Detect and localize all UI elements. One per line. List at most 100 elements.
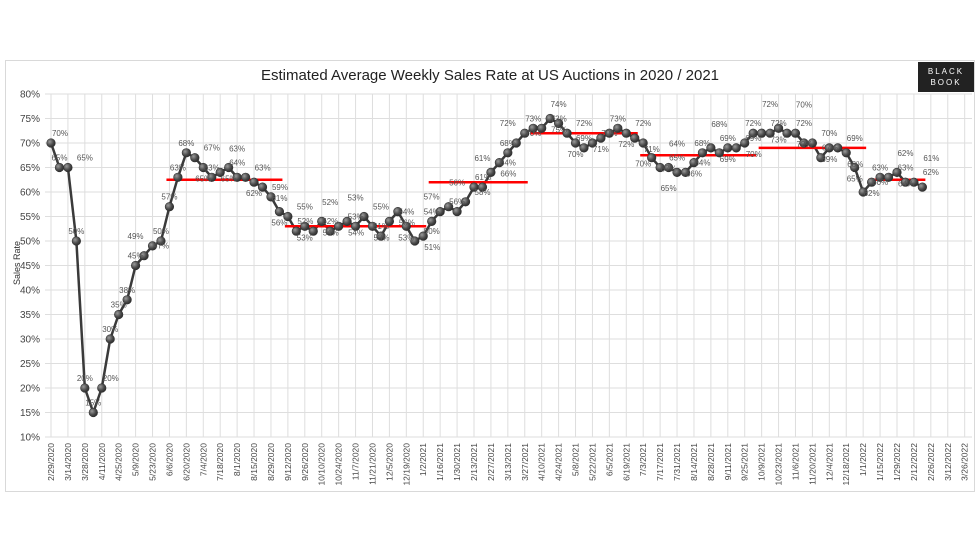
data-label: 66% [500, 170, 516, 179]
data-point [173, 172, 183, 182]
data-point [477, 182, 488, 192]
data-point [131, 260, 141, 271]
x-tick-label: 10/9/2021 [757, 443, 767, 481]
data-label: 62% [923, 168, 939, 177]
data-label: 65% [77, 154, 93, 163]
data-point [435, 207, 445, 217]
data-label: 73% [525, 114, 541, 123]
data-label: 52% [322, 198, 338, 207]
data-point [697, 148, 708, 158]
data-label: 50% [153, 227, 169, 236]
y-tick-label: 30% [20, 335, 40, 346]
data-label: 68% [500, 139, 516, 148]
data-point [393, 207, 403, 217]
data-point [190, 153, 200, 163]
data-label: 30% [102, 325, 118, 334]
y-tick-label: 50% [20, 237, 40, 248]
x-tick-label: 3/12/2022 [943, 443, 953, 481]
data-label: 70% [821, 129, 837, 138]
data-label: 68% [847, 160, 863, 169]
data-label: 67% [661, 165, 677, 174]
data-point [376, 231, 386, 241]
y-tick-label: 40% [20, 286, 40, 297]
y-tick-label: 10% [20, 433, 40, 444]
data-label: 69% [720, 155, 736, 164]
data-label: 65% [847, 175, 863, 184]
data-label: 65% [195, 175, 211, 184]
x-tick-label: 8/1/2020 [232, 443, 242, 476]
data-label: 60% [872, 178, 888, 187]
data-label: 69% [847, 134, 863, 143]
y-tick-label: 25% [20, 359, 40, 370]
data-point [773, 123, 784, 133]
data-label: 63% [255, 163, 271, 172]
data-label: 64% [898, 179, 914, 188]
data-label: 69% [821, 155, 837, 164]
data-point [731, 143, 741, 153]
data-point [71, 236, 81, 246]
data-point [486, 167, 496, 177]
x-tick-label: 7/18/2020 [215, 443, 225, 481]
x-tick-label: 5/9/2020 [131, 443, 141, 476]
data-point [105, 334, 115, 344]
x-tick-label: 10/23/2021 [774, 443, 784, 486]
data-point [139, 251, 149, 261]
x-tick-label: 3/13/2021 [503, 443, 513, 481]
logo-line-1: BLACK [927, 67, 965, 76]
x-tick-label: 9/12/2020 [283, 443, 293, 481]
chart-frame [5, 60, 975, 492]
data-label: 67% [822, 144, 838, 153]
data-point [494, 158, 504, 168]
x-tick-label: 9/26/2020 [300, 443, 310, 481]
data-point [765, 128, 775, 138]
data-point [892, 167, 902, 177]
data-label: 51% [424, 243, 440, 252]
x-tick-label: 1/15/2022 [875, 443, 885, 481]
data-point [410, 236, 420, 246]
data-point [342, 216, 352, 226]
data-label: 53% [348, 193, 364, 202]
x-tick-label: 1/30/2021 [452, 443, 462, 481]
data-label: 57% [424, 193, 440, 202]
y-tick-label: 60% [20, 188, 40, 199]
data-point [274, 207, 285, 217]
data-label: 54% [323, 228, 339, 237]
data-label: 56% [449, 198, 465, 207]
data-point [816, 153, 826, 163]
x-tick-label: 11/7/2020 [351, 443, 361, 480]
x-tick-label: 2/27/2021 [486, 443, 496, 481]
data-label: 63% [204, 163, 220, 172]
data-point [604, 128, 614, 138]
data-label: 20% [103, 374, 119, 383]
data-point [181, 148, 191, 158]
data-point [537, 123, 547, 133]
x-tick-label: 11/20/2021 [807, 443, 817, 485]
x-tick-label: 1/16/2021 [435, 443, 445, 481]
chart-title: Estimated Average Weekly Sales Rate at U… [260, 67, 720, 84]
x-tick-label: 5/23/2020 [148, 443, 158, 481]
data-point [198, 162, 208, 173]
data-point [283, 211, 293, 222]
data-label: 54% [424, 207, 440, 216]
x-tick-label: 6/5/2021 [604, 443, 614, 476]
data-label: 73% [771, 135, 787, 144]
x-tick-label: 8/28/2021 [706, 443, 716, 481]
data-label: 64% [500, 158, 516, 167]
y-tick-label: 70% [20, 139, 40, 150]
x-tick-label: 12/18/2021 [841, 443, 851, 486]
data-label: 15% [85, 399, 101, 408]
data-label: 75% [551, 126, 567, 135]
data-point [359, 211, 369, 222]
data-point [80, 383, 90, 393]
data-label: 65% [221, 175, 237, 184]
data-label: 47% [153, 242, 169, 251]
data-label: 72% [796, 140, 812, 149]
data-label: 51% [373, 222, 389, 231]
data-point [54, 162, 65, 173]
y-tick-label: 15% [20, 408, 40, 419]
y-tick-label: 65% [20, 163, 40, 174]
x-tick-label: 3/26/2022 [960, 443, 970, 481]
data-point [520, 128, 530, 138]
data-label: 69% [745, 134, 761, 143]
